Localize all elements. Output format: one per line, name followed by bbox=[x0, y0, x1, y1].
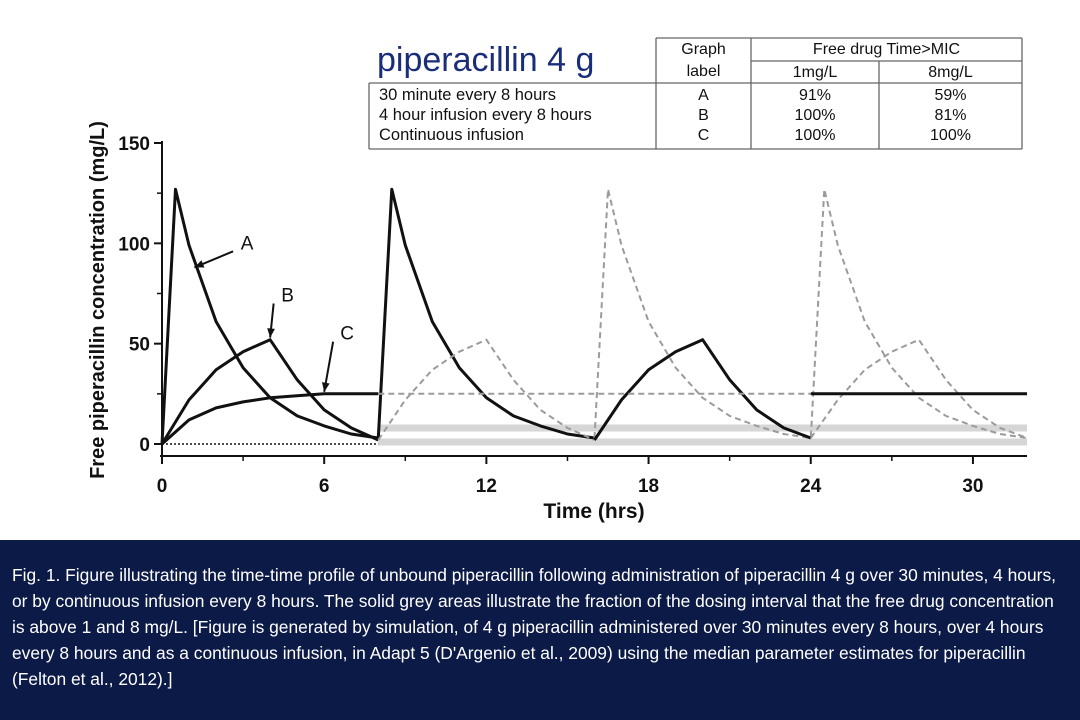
chart-title: piperacillin 4 g bbox=[377, 41, 594, 79]
table-row-mic1: 100% bbox=[795, 107, 836, 124]
y-tick-label-100: 100 bbox=[118, 234, 150, 255]
table-row-regimen: 4 hour infusion every 8 hours bbox=[379, 106, 592, 124]
series-layer bbox=[160, 187, 1028, 446]
series-C-solid bbox=[161, 392, 379, 446]
chart: 0 50 100 150 0 6 12 18 24 30 Time (hrs) Free pipera… bbox=[87, 37, 1028, 523]
annotations: A B C bbox=[194, 233, 354, 393]
table-row-mic8: 59% bbox=[934, 87, 966, 104]
table-subheader-8mgL: 8mg/L bbox=[928, 64, 973, 81]
y-tick-label-50: 50 bbox=[129, 335, 150, 356]
annotation-label-B: B bbox=[281, 286, 294, 307]
annotation-label-C: C bbox=[340, 324, 354, 345]
y-tick-label-150: 150 bbox=[118, 134, 150, 155]
series-A-dashed bbox=[593, 188, 1028, 439]
series-B-solid bbox=[593, 338, 812, 441]
x-tick-label-0: 0 bbox=[157, 476, 168, 497]
x-tick-label-18: 18 bbox=[638, 476, 659, 497]
table-subheader-1mgL: 1mg/L bbox=[793, 64, 838, 81]
table-row-label: B bbox=[698, 107, 709, 124]
x-tick-label-24: 24 bbox=[800, 476, 822, 497]
table-row-mic1: 91% bbox=[799, 87, 831, 104]
y-tick-label-0: 0 bbox=[139, 435, 150, 456]
series-B-dashed bbox=[809, 338, 1028, 439]
series-A-solid bbox=[160, 187, 595, 445]
table-header-graph-label: Graph label bbox=[681, 41, 725, 80]
results-table: Graph label Free drug Time>MIC 1mg/L 8mg/L 30… bbox=[368, 37, 1023, 150]
x-tick-label-6: 6 bbox=[319, 476, 330, 497]
arrowhead-A bbox=[194, 260, 205, 268]
table-row-mic8: 81% bbox=[934, 107, 966, 124]
table-row-mic8: 100% bbox=[930, 127, 971, 144]
series-B-solid bbox=[160, 338, 379, 445]
x-tick-label-30: 30 bbox=[962, 476, 983, 497]
x-tick-label-12: 12 bbox=[476, 476, 497, 497]
mic-bands bbox=[378, 424, 1027, 446]
annotation-label-A: A bbox=[241, 233, 254, 254]
table-row-mic1: 100% bbox=[795, 127, 836, 144]
table-row-regimen: Continuous infusion bbox=[379, 126, 524, 144]
figure-caption: Fig. 1. Figure illustrating the time-tim… bbox=[0, 540, 1080, 720]
series-B-dashed bbox=[377, 338, 595, 441]
x-axis-label: Time (hrs) bbox=[543, 500, 644, 523]
table-header-group: Free drug Time>MIC bbox=[813, 41, 960, 58]
table-row-regimen: 30 minute every 8 hours bbox=[379, 86, 556, 104]
table-row-label: C bbox=[698, 127, 710, 144]
arrowhead-C bbox=[321, 382, 330, 392]
axes: 0 50 100 150 0 6 12 18 24 30 Time (hrs) Free pipera… bbox=[87, 121, 1027, 523]
table-row-label: A bbox=[698, 87, 709, 104]
arrowhead-B bbox=[267, 328, 275, 338]
y-axis-label: Free piperacillin concentration (mg/L) bbox=[87, 121, 109, 479]
